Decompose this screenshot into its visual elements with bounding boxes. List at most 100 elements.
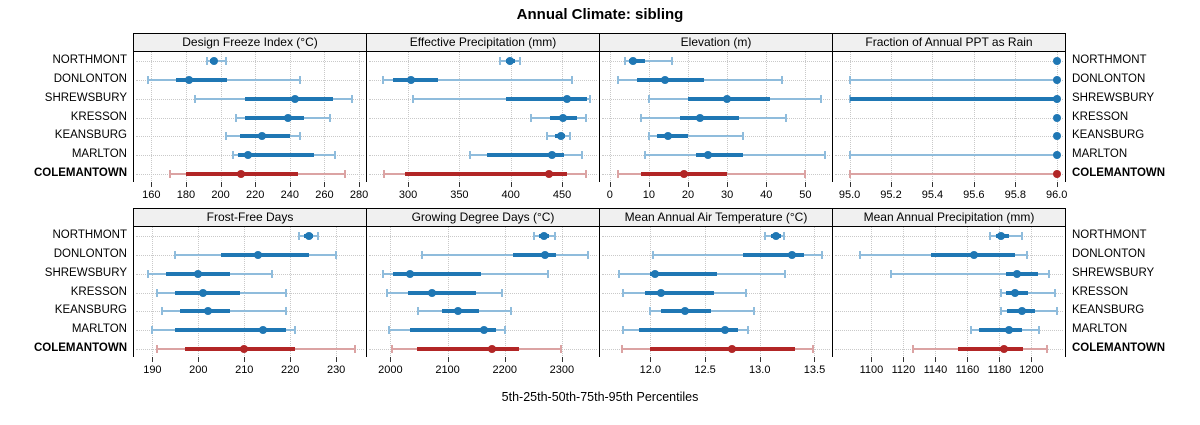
whisker-cap (545, 132, 548, 141)
whisker-cap (588, 94, 591, 103)
whisker-cap (988, 232, 991, 241)
axis-tick (650, 357, 652, 362)
axis-tick-label: 95.2 (880, 189, 902, 201)
box-25-75 (743, 253, 804, 258)
box-25-75 (513, 253, 557, 258)
panel-strip: Design Freeze Index (°C) (134, 34, 366, 52)
whisker-cap (1000, 307, 1002, 316)
row-label-left: KRESSON (70, 285, 127, 298)
axis-tick (510, 182, 512, 187)
axis-tick-label: 400 (501, 189, 520, 201)
whisker-cap (146, 76, 149, 85)
panel-strip: Fraction of Annual PPT as Rain (833, 34, 1065, 52)
whisker-cap (848, 169, 851, 178)
panel-plot (600, 227, 832, 358)
whisker-cap (820, 94, 823, 103)
row-label-left: DONLONTON (53, 248, 127, 261)
axis-tick (562, 182, 564, 187)
axis-tick (336, 357, 338, 362)
panel-strip-title: Growing Degree Days (°C) (411, 210, 555, 224)
whisker-5-95 (625, 60, 673, 63)
box-25-75 (650, 271, 718, 276)
box-25-75 (505, 96, 587, 101)
median-dot (787, 251, 796, 260)
panel-3: Fraction of Annual PPT as Rain (832, 33, 1066, 183)
panel-strip-title: Fraction of Annual PPT as Rain (865, 35, 1033, 49)
axis-tick-label: 50 (799, 189, 812, 201)
whisker-cap (780, 76, 783, 85)
whisker-cap (848, 76, 851, 85)
row-label-right: SHREWSBURY (1072, 266, 1155, 279)
figure-title: Annual Climate: sibling (516, 6, 684, 23)
whisker-cap (620, 344, 623, 353)
row-label-left: COLEMANTOWN (33, 341, 127, 354)
row-label-left: MARLTON (71, 147, 127, 160)
median-dot (258, 325, 267, 334)
row-label-left: SHREWSBURY (44, 266, 127, 279)
median-dot (291, 94, 299, 103)
median-dot (198, 288, 207, 297)
whisker-cap (571, 76, 574, 85)
axis-tick (871, 357, 873, 362)
box-25-75 (1005, 271, 1038, 276)
gridline-horizontal (136, 61, 364, 63)
axis-tick-label: 13.0 (749, 364, 771, 376)
whisker-cap (518, 57, 521, 66)
whisker-cap (804, 169, 807, 178)
whisker-5-95 (383, 79, 573, 82)
whisker-cap (554, 232, 556, 241)
whisker-cap (169, 169, 172, 178)
whisker-cap (316, 232, 319, 241)
axis-tick (967, 357, 969, 362)
row-label-right: DONLONTON (1072, 248, 1146, 261)
median-dot (453, 307, 462, 316)
gridline-horizontal (136, 236, 364, 238)
median-dot (703, 150, 712, 159)
whisker-cap (584, 169, 587, 178)
axis-tick-label: 160 (142, 189, 161, 201)
whisker-cap (503, 325, 506, 334)
row-label-left: SHREWSBURY (44, 91, 127, 104)
panel-strip: Effective Precipitation (mm) (367, 34, 599, 52)
whisker-cap (587, 251, 590, 260)
whisker-cap (647, 94, 650, 103)
whisker-cap (421, 251, 424, 260)
whisker-cap (499, 57, 502, 66)
whisker-cap (284, 307, 287, 316)
row-label-right: KRESSON (1072, 285, 1129, 298)
median-dot (1052, 132, 1061, 141)
whisker-cap (155, 288, 158, 297)
row-label-right: NORTHMONT (1072, 229, 1147, 242)
whisker-cap (889, 269, 892, 278)
whisker-cap (569, 132, 572, 141)
panel-strip-title: Mean Annual Precipitation (mm) (863, 210, 1035, 224)
panel-0: Design Freeze Index (°C) (133, 33, 367, 183)
row-label-left: COLEMANTOWN (33, 166, 127, 179)
panel-strip: Frost-Free Days (134, 209, 366, 227)
box-25-75 (849, 96, 1057, 101)
whisker-cap (621, 325, 624, 334)
axis-tick (805, 182, 807, 187)
whisker-cap (753, 307, 756, 316)
whisker-5-95 (849, 79, 1057, 82)
panel-plot (134, 52, 366, 183)
whisker-cap (298, 232, 301, 241)
panel-5: Growing Degree Days (°C) (366, 208, 600, 358)
row-label-left: KRESSON (70, 110, 127, 123)
axis-tick (244, 357, 246, 362)
whisker-cap (1046, 344, 1049, 353)
axis-tick (561, 357, 563, 362)
axis-tick-label: 180 (176, 189, 196, 201)
whisker-cap (744, 288, 747, 297)
box-25-75 (175, 78, 228, 83)
box-25-75 (244, 96, 334, 101)
median-dot (695, 113, 704, 122)
whisker-cap (580, 150, 583, 159)
median-dot (557, 132, 566, 141)
whisker-5-95 (648, 135, 743, 138)
axis-tick-label: 12.0 (639, 364, 662, 376)
whisker-cap (231, 150, 234, 159)
whisker-cap (559, 344, 562, 353)
row-label-right: NORTHMONT (1072, 54, 1147, 67)
